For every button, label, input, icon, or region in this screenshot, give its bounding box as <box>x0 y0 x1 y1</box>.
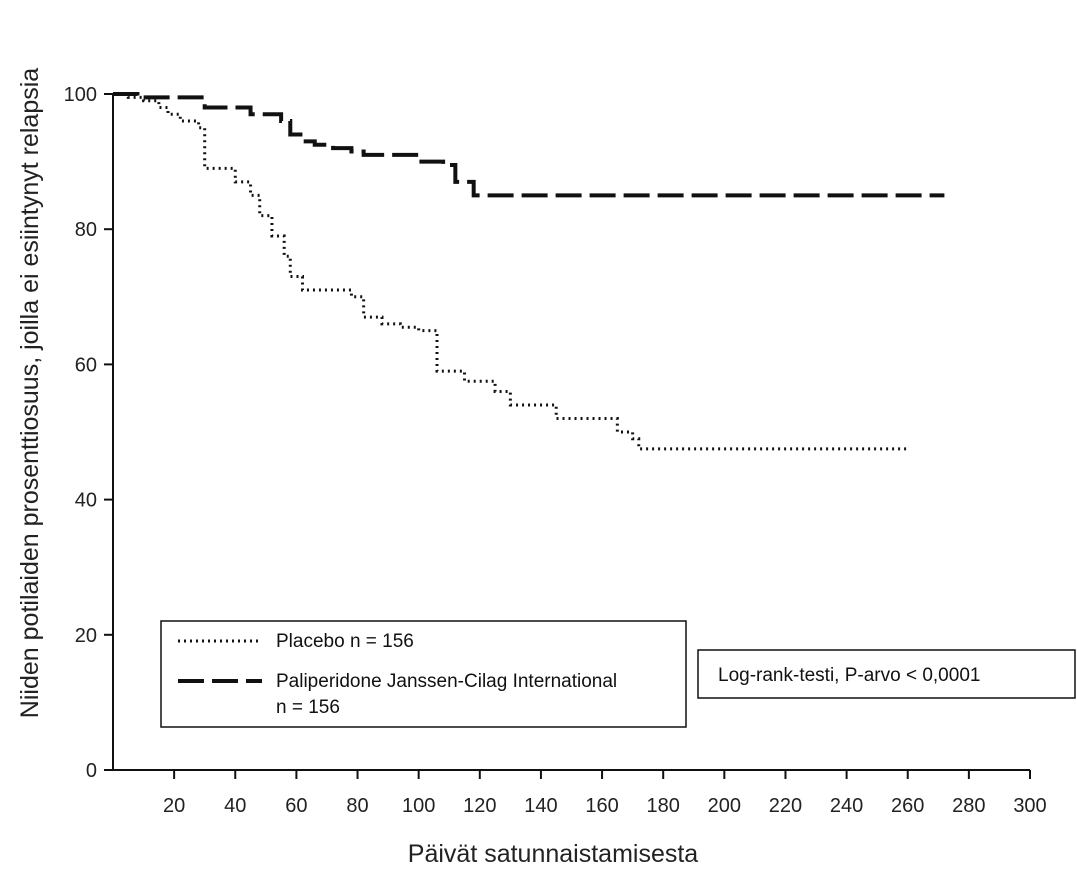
x-tick-label: 220 <box>769 795 802 817</box>
placebo-survival-curve <box>113 92 908 451</box>
x-tick-label: 300 <box>1013 795 1046 817</box>
x-tick-label: 140 <box>524 795 557 817</box>
x-tick-label: 80 <box>346 795 368 817</box>
paliperidone-survival-curve <box>113 92 945 198</box>
x-tick-label: 240 <box>830 795 863 817</box>
x-axis-title: Päivät satunnaistamisesta <box>408 840 699 868</box>
x-tick-label: 40 <box>224 795 246 817</box>
legend-paliperidone-label: Paliperidone Janssen-Cilag International <box>276 671 617 692</box>
x-tick-label: 100 <box>402 795 435 817</box>
x-axis-ticks: 20 40 60 80 100 120 140 160 180 200 220 240 260 280 30… <box>163 770 1047 817</box>
y-tick-label: 60 <box>75 354 97 376</box>
x-tick-label: 180 <box>647 795 680 817</box>
x-tick-label: 60 <box>285 795 307 817</box>
y-tick-label: 0 <box>86 760 97 782</box>
y-tick-label: 20 <box>75 625 97 647</box>
y-axis-title: Niiden potilaiden prosenttiosuus, joilla… <box>16 68 44 718</box>
x-tick-label: 20 <box>163 795 185 817</box>
legend-paliperidone-count: n = 156 <box>276 697 340 718</box>
x-tick-label: 160 <box>585 795 618 817</box>
x-tick-label: 200 <box>708 795 741 817</box>
annotation-text: Log-rank-testi, P-arvo < 0,0001 <box>718 665 980 686</box>
axes: 20 40 60 80 100 120 140 160 180 200 220 240 260 280 30… <box>64 84 1047 817</box>
annotation-box <box>697 649 1076 699</box>
x-tick-label: 120 <box>463 795 496 817</box>
y-tick-label: 80 <box>75 219 97 241</box>
y-axis-ticks: 0 20 40 60 80 100 <box>64 84 113 782</box>
legend: Placebo n = 156 Paliperidone Janssen-Cil… <box>160 620 687 728</box>
logrank-annotation: Log-rank-testi, P-arvo < 0,0001 <box>697 649 1076 699</box>
x-tick-label: 280 <box>952 795 985 817</box>
series-layer <box>113 92 945 451</box>
y-tick-label: 40 <box>75 490 97 512</box>
legend-box <box>160 620 687 728</box>
x-tick-label: 260 <box>891 795 924 817</box>
y-tick-label: 100 <box>64 84 97 106</box>
legend-placebo-label: Placebo n = 156 <box>276 631 414 652</box>
